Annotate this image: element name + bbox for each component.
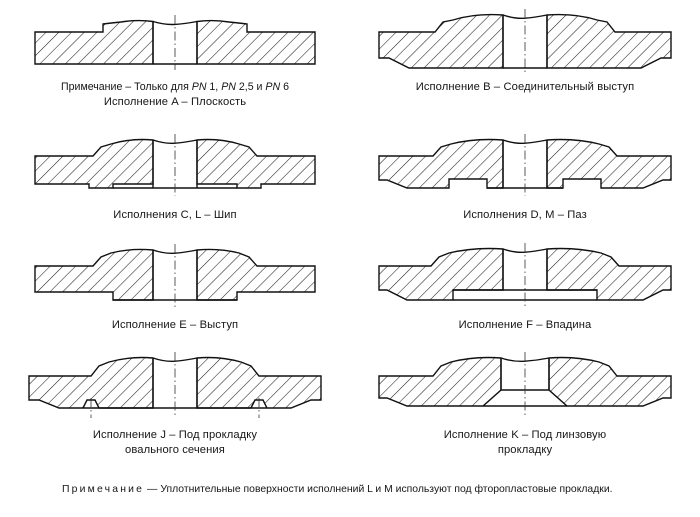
figure-cell-e: Исполнение E – Выступ <box>0 238 350 348</box>
footnote-dash: — <box>147 484 158 495</box>
caption-text: Исполнение K – Под линзовую <box>443 429 607 441</box>
sheet-footnote: Примечание — Уплотнительные поверхности … <box>38 482 670 497</box>
figure-caption-j: Исполнение J – Под прокладку овального с… <box>93 428 257 458</box>
figure-caption-b: Исполнение B – Соединительный выступ <box>416 80 635 95</box>
figure-caption-a: Исполнение A – Плоскость <box>104 95 246 110</box>
caption-text: Исполнение A – Плоскость <box>103 96 247 108</box>
prenote-text: Примечание – Только для PN 1, PN 2,5 и P… <box>61 81 289 93</box>
figure-cell-cl: Исполнения C, L – Шип <box>0 128 350 238</box>
flange-diagram-f <box>375 240 675 314</box>
figure-caption-dm: Исполнения D, M – Паз <box>463 208 587 223</box>
footnote-lead: Примечание <box>62 484 145 495</box>
figure-cell-j: Исполнение J – Под прокладку овального с… <box>0 348 350 470</box>
flange-diagram-b <box>375 2 675 76</box>
caption-text: Исполнения C, L – Шип <box>113 209 237 221</box>
flange-diagram-k <box>375 350 675 424</box>
caption-text: Исполнение B – Соединительный выступ <box>415 81 635 93</box>
figure-cell-f: Исполнение F – Впадина <box>350 238 700 348</box>
figure-grid: Примечание – Только для PN 1, PN 2,5 и P… <box>0 0 700 470</box>
figure-prenote-a: Примечание – Только для PN 1, PN 2,5 и P… <box>61 80 289 95</box>
figure-caption-k: Исполнение K – Под линзовую прокладку <box>444 428 606 458</box>
flange-diagram-e <box>25 240 325 314</box>
flange-diagram-a <box>25 2 325 76</box>
caption-text-line2: прокладку <box>497 444 553 456</box>
figure-cell-a: Примечание – Только для PN 1, PN 2,5 и P… <box>0 0 350 128</box>
caption-text: Исполнения D, M – Паз <box>463 209 587 221</box>
figure-caption-cl: Исполнения C, L – Шип <box>113 208 236 223</box>
flange-diagram-dm <box>375 130 675 204</box>
figure-cell-k: Исполнение K – Под линзовую прокладку <box>350 348 700 470</box>
figure-caption-f: Исполнение F – Впадина <box>459 318 592 333</box>
caption-text: Исполнение E – Выступ <box>111 319 239 331</box>
figure-cell-b: Исполнение B – Соединительный выступ <box>350 0 700 128</box>
flange-diagram-cl <box>25 130 325 204</box>
footnote-text: Уплотнительные поверхности исполнений L … <box>160 484 613 495</box>
figure-caption-e: Исполнение E – Выступ <box>112 318 238 333</box>
caption-text: Исполнение J – Под прокладку <box>92 429 258 441</box>
caption-text-line2: овального сечения <box>125 444 225 456</box>
caption-text: Исполнение F – Впадина <box>458 319 592 331</box>
figure-cell-dm: Исполнения D, M – Паз <box>350 128 700 238</box>
flange-diagram-j <box>25 350 325 424</box>
